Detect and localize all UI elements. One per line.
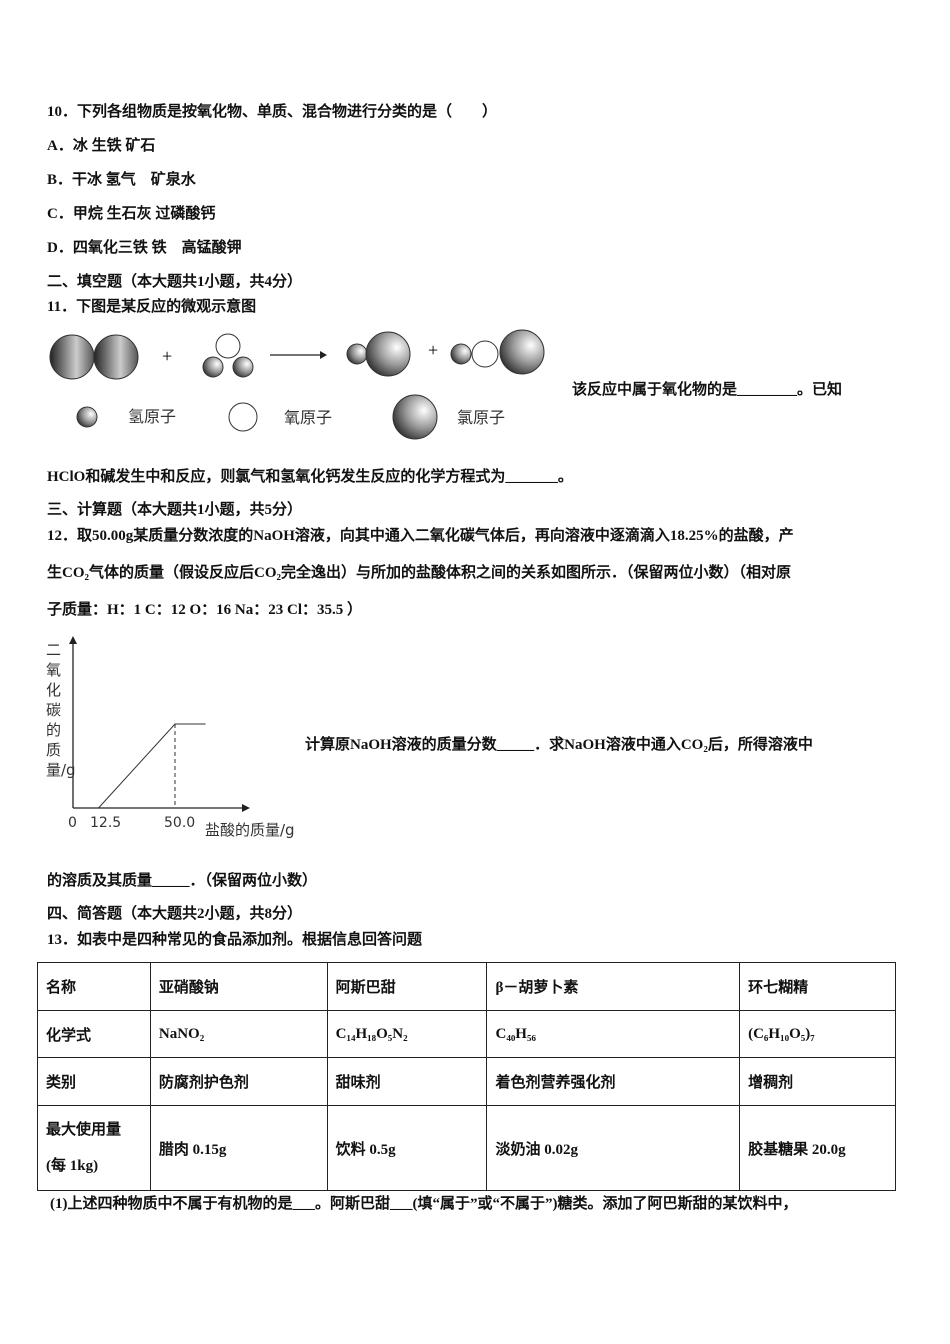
- plus-sign: +: [162, 346, 172, 366]
- chlorine-molecule: [49, 334, 139, 380]
- q11-text-right: 该反应中属于氧化物的是________。已知: [572, 382, 843, 398]
- table-cell: 类别: [37, 1057, 151, 1106]
- table-cell: 胶基糖果 20.0g: [739, 1105, 896, 1191]
- table-cell: 亚硝酸钠: [149, 962, 328, 1011]
- co2-chart: [69, 636, 250, 812]
- table-cell: 最大使用量 (每 1kg): [37, 1105, 151, 1191]
- max-use-label: 最大使用量: [46, 1122, 122, 1138]
- legend-hydrogen: 氢原子: [128, 407, 177, 426]
- table-cell: 饮料 0.5g: [326, 1105, 488, 1191]
- chart-xtick: 12.5: [90, 815, 122, 831]
- table-cell: 增稠剂: [739, 1057, 896, 1106]
- table-cell: 防腐剂护色剂: [149, 1057, 328, 1106]
- chlorine-atom-legend: [392, 394, 438, 440]
- co2-series-line: [98, 723, 206, 809]
- legend-chlorine: 氯原子: [457, 408, 506, 427]
- table-cell: 着色剂营养强化剂: [486, 1057, 741, 1106]
- table-cell: 化学式: [37, 1010, 151, 1058]
- hclo-molecule: [450, 329, 545, 375]
- x-axis-arrow: [242, 804, 250, 812]
- q13-stem: 13．如表中是四种常见的食品添加剂。根据信息回答问题: [47, 932, 423, 948]
- q10-option-d: D．四氧化三铁 铁 高锰酸钾: [47, 240, 242, 256]
- q12-line2: 生CO₂气体的质量（假设反应后CO₂完全逸出）与所加的盐酸体积之间的关系如图所示…: [47, 565, 791, 581]
- table-row: 类别 防腐剂护色剂 甜味剂 着色剂营养强化剂 增稠剂: [37, 1057, 896, 1106]
- q12-text-right: 计算原NaOH溶液的质量分数_____．求NaOH溶液中通入CO₂后，所得溶液中: [305, 737, 813, 753]
- chart-xtick: 50.0: [164, 815, 196, 831]
- table-cell: NaNO₂: [149, 1010, 328, 1058]
- hcl-molecule: [346, 331, 411, 377]
- table-cell: 淡奶油 0.02g: [486, 1105, 741, 1191]
- table-cell: C₁₄H₁₈O₅N₂: [326, 1010, 488, 1058]
- arrow-icon: [270, 351, 327, 359]
- section-4-heading: 四、简答题（本大题共2小题，共8分）: [47, 906, 303, 922]
- table-row: 最大使用量 (每 1kg) 腊肉 0.15g 饮料 0.5g 淡奶油 0.02g…: [37, 1105, 896, 1191]
- q12-line3: 子质量：H：1 C：12 O：16 Na：23 Cl：35.5 ）: [47, 602, 363, 618]
- max-use-unit: (每 1kg): [46, 1158, 99, 1174]
- table-cell: 阿斯巴甜: [326, 962, 488, 1011]
- hydrogen-atom-legend: [76, 406, 98, 428]
- q13-sub1: (1)上述四种物质中不属于有机物的是___。阿斯巴甜___(填“属于”或“不属于…: [50, 1196, 798, 1212]
- table-row: 化学式 NaNO₂ C₁₄H₁₈O₅N₂ C₄₀H₅₆ (C₆H₁₀O₅)₇: [37, 1010, 896, 1058]
- legend-oxygen: 氧原子: [284, 408, 333, 427]
- table-cell: 环七糊精: [739, 962, 896, 1011]
- y-axis-arrow: [69, 636, 77, 644]
- q12-text-next: 的溶质及其质量_____．（保留两位小数）: [47, 873, 318, 889]
- section-2-heading: 二、填空题（本大题共1小题，共4分）: [47, 274, 303, 290]
- q10-option-b: B．干冰 氢气 矿泉水: [47, 172, 196, 188]
- table-cell: 名称: [37, 962, 151, 1011]
- q11-text-next: HClO和碱发生中和反应，则氯气和氢氧化钙发生反应的化学方程式为_______。: [47, 469, 573, 485]
- table-cell: β－胡萝卜素: [486, 962, 741, 1011]
- section-3-heading: 三、计算题（本大题共1小题，共5分）: [47, 502, 303, 518]
- q10-stem: 10．下列各组物质是按氧化物、单质、混合物进行分类的是（ ）: [47, 104, 498, 120]
- q10-option-a: A．冰 生铁 矿石: [47, 138, 156, 154]
- table-cell: 甜味剂: [326, 1057, 488, 1106]
- q12-line1: 12．取50.00g某质量分数浓度的NaOH溶液，向其中通入二氧化碳气体后，再向…: [47, 528, 794, 544]
- table-row: 名称 亚硝酸钠 阿斯巴甜 β－胡萝卜素 环七糊精: [37, 962, 896, 1011]
- chart-origin-label: 0: [68, 815, 77, 831]
- table-cell: (C₆H₁₀O₅)₇: [739, 1010, 896, 1058]
- water-molecule: [202, 333, 254, 378]
- q10-option-c: C．甲烷 生石灰 过磷酸钙: [47, 206, 216, 222]
- chart-ylabel: 二氧化碳的质量/g: [46, 641, 76, 779]
- q11-stem: 11．下图是某反应的微观示意图: [47, 299, 257, 315]
- table-cell: C₄₀H₅₆: [486, 1010, 741, 1058]
- chart-xlabel: 盐酸的质量/g: [205, 821, 295, 839]
- oxygen-atom-legend: [228, 402, 258, 432]
- table-cell: 腊肉 0.15g: [149, 1105, 328, 1191]
- plus-sign: +: [428, 340, 438, 360]
- food-additives-table: 名称 亚硝酸钠 阿斯巴甜 β－胡萝卜素 环七糊精 化学式 NaNO₂ C₁₄H₁…: [37, 962, 896, 1191]
